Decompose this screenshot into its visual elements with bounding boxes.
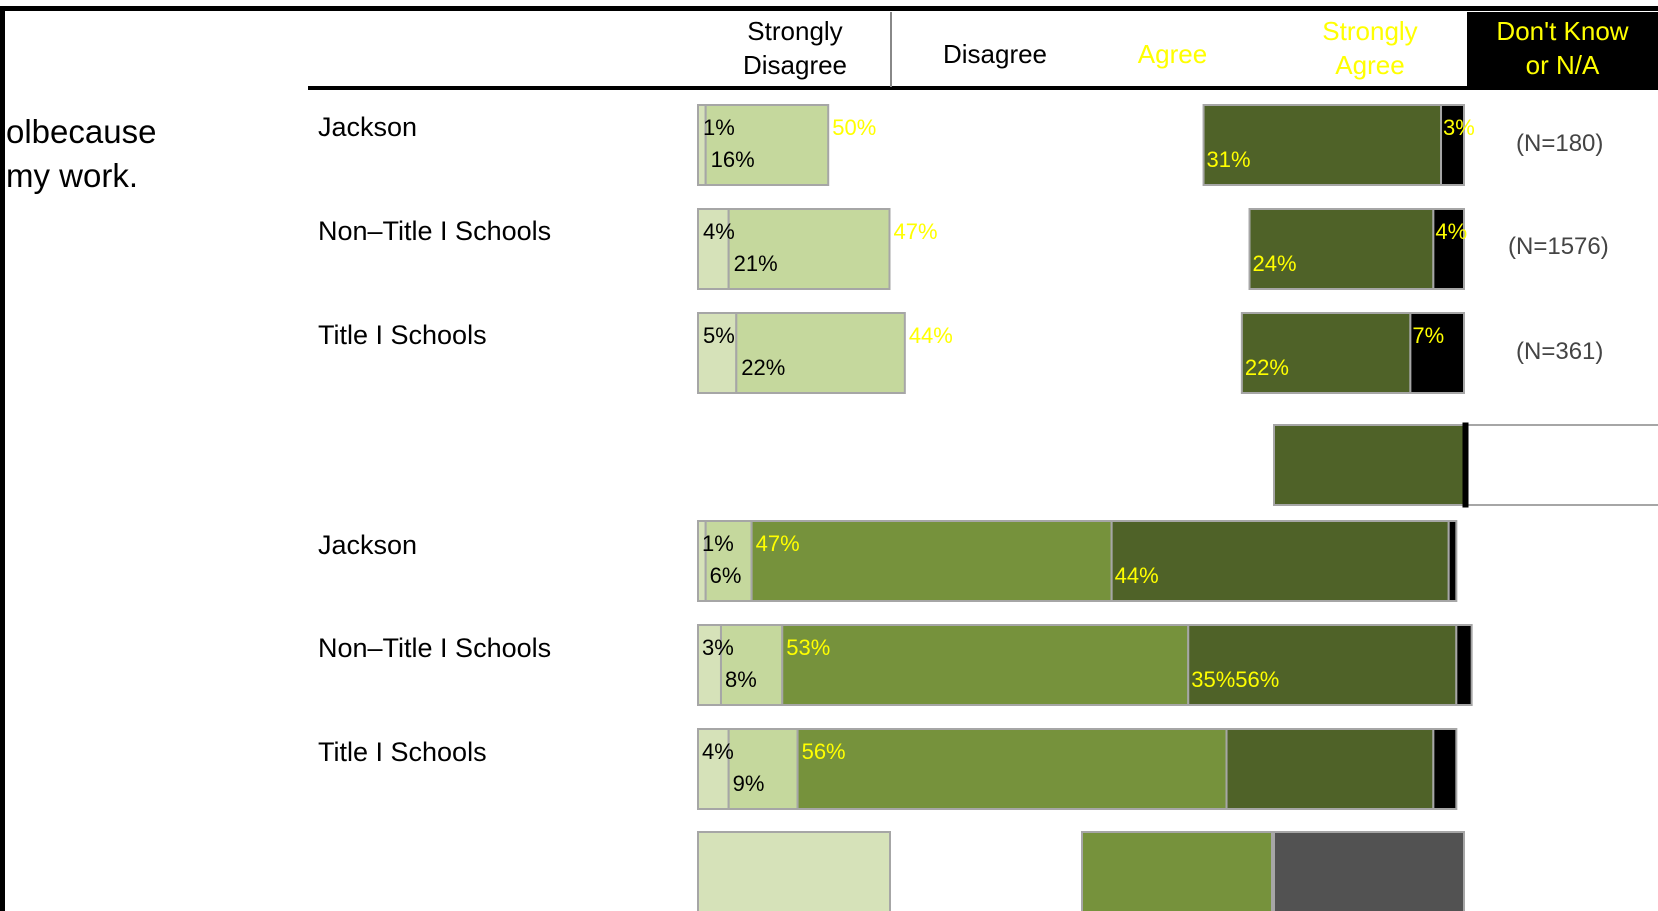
bar-strongly-agree xyxy=(1202,104,1443,186)
bar-dont-know xyxy=(1455,624,1473,706)
question-text-line2: my work. xyxy=(6,157,138,194)
header-agree: Agree xyxy=(1137,39,1208,69)
bar-strongly-agree xyxy=(1110,520,1450,602)
label-strongly-agree: 31% xyxy=(1207,147,1251,172)
header-dont-know: Don't Know or N/A xyxy=(1467,14,1658,82)
label-disagree: 16% xyxy=(711,147,755,172)
label-strongly-disagree: 1% xyxy=(702,531,734,556)
bar-disagree xyxy=(719,624,784,706)
bar-dont-know xyxy=(1432,208,1465,290)
n-label-jackson: (N=180) xyxy=(1516,130,1604,157)
left-rule xyxy=(0,6,5,911)
header-strongly-disagree-line1: Strongly xyxy=(747,16,843,46)
bar-strongly-disagree xyxy=(697,208,730,290)
bar-strongly-disagree xyxy=(697,312,738,394)
bar-agree xyxy=(796,728,1228,810)
header-rule xyxy=(308,86,1658,90)
bar-agree xyxy=(781,624,1190,706)
label-dont-know: 3% xyxy=(1443,115,1475,140)
label-disagree: 6% xyxy=(710,563,742,588)
label-agree: 53% xyxy=(786,635,830,660)
label-strongly-agree: 35%56% xyxy=(1191,667,1279,692)
header-strongly-agree-line2: Agree xyxy=(1335,50,1405,80)
label-dont-know: 7% xyxy=(1412,323,1444,348)
n-label-title-i: (N=361) xyxy=(1516,338,1604,365)
label-strongly-disagree: 4% xyxy=(702,739,734,764)
key-divider xyxy=(1462,422,1469,508)
key-disagree-swatch xyxy=(697,831,891,911)
label-strongly-agree: 22% xyxy=(1245,355,1289,380)
label-strongly-disagree: 4% xyxy=(703,219,735,244)
bar-disagree xyxy=(727,208,891,290)
question-text-line1: olbecause xyxy=(6,113,157,150)
bar-dont-know xyxy=(1409,312,1466,394)
label-disagree: 8% xyxy=(725,667,757,692)
label-disagree: 21% xyxy=(734,251,778,276)
bar-strongly-agree xyxy=(1187,624,1458,706)
row-label-1c: Title I Schools xyxy=(318,320,487,350)
bar-disagree xyxy=(704,520,753,602)
label-agree: 47% xyxy=(756,531,800,556)
label-strongly-agree: 24% xyxy=(1253,251,1297,276)
row-label-1a: Jackson xyxy=(318,112,418,142)
header-strongly-disagree: Strongly Disagree xyxy=(700,14,890,82)
label-strongly-disagree: 1% xyxy=(703,115,735,140)
key-strongly-agree-gray-swatch xyxy=(1273,831,1465,911)
row-label-2c: Title I Schools xyxy=(318,737,487,767)
bar-strongly-agree xyxy=(1240,312,1412,394)
bar-dont-know xyxy=(1432,728,1458,810)
header-dont-know-line1: Don't Know xyxy=(1496,16,1629,46)
bar-agree xyxy=(750,520,1113,602)
label-disagree: 9% xyxy=(733,771,765,796)
bar-strongly-agree xyxy=(1225,728,1435,810)
header-strongly-agree-line1: Strongly xyxy=(1322,16,1418,46)
label-dont-know: 4% xyxy=(1435,219,1467,244)
label-strongly-disagree: 5% xyxy=(703,323,735,348)
key-dont-know-swatch xyxy=(1465,424,1658,506)
header-dont-know-line2: or N/A xyxy=(1525,50,1600,80)
label-agree: 44% xyxy=(909,323,953,348)
row-label-2b: Non–Title I Schools xyxy=(318,633,552,663)
header-strongly-agree: Strongly Agree xyxy=(1265,14,1475,82)
bar-strongly-agree xyxy=(1248,208,1435,290)
bar-disagree xyxy=(735,312,906,394)
header-divider xyxy=(890,12,892,87)
top-rule xyxy=(0,6,1658,11)
key-strongly-agree-swatch xyxy=(1273,424,1465,506)
key-agree-swatch xyxy=(1081,831,1273,911)
label-agree: 47% xyxy=(894,219,938,244)
label-agree: 50% xyxy=(832,115,876,140)
header-disagree: Disagree xyxy=(942,39,1048,69)
row-label-2a: Jackson xyxy=(318,530,418,560)
n-label-non-title-i: (N=1576) xyxy=(1508,233,1609,260)
label-disagree: 22% xyxy=(741,355,785,380)
bar-disagree xyxy=(727,728,799,810)
bar-disagree xyxy=(704,104,830,186)
label-agree: 56% xyxy=(802,739,846,764)
bar-dont-know xyxy=(1440,104,1466,186)
label-strongly-disagree: 3% xyxy=(702,635,734,660)
header-strongly-disagree-line2: Disagree xyxy=(742,50,848,80)
row-label-1b: Non–Title I Schools xyxy=(318,216,552,246)
label-strongly-agree: 44% xyxy=(1115,563,1159,588)
header-dont-know-box xyxy=(1467,12,1658,87)
bar-dont-know xyxy=(1447,520,1458,602)
